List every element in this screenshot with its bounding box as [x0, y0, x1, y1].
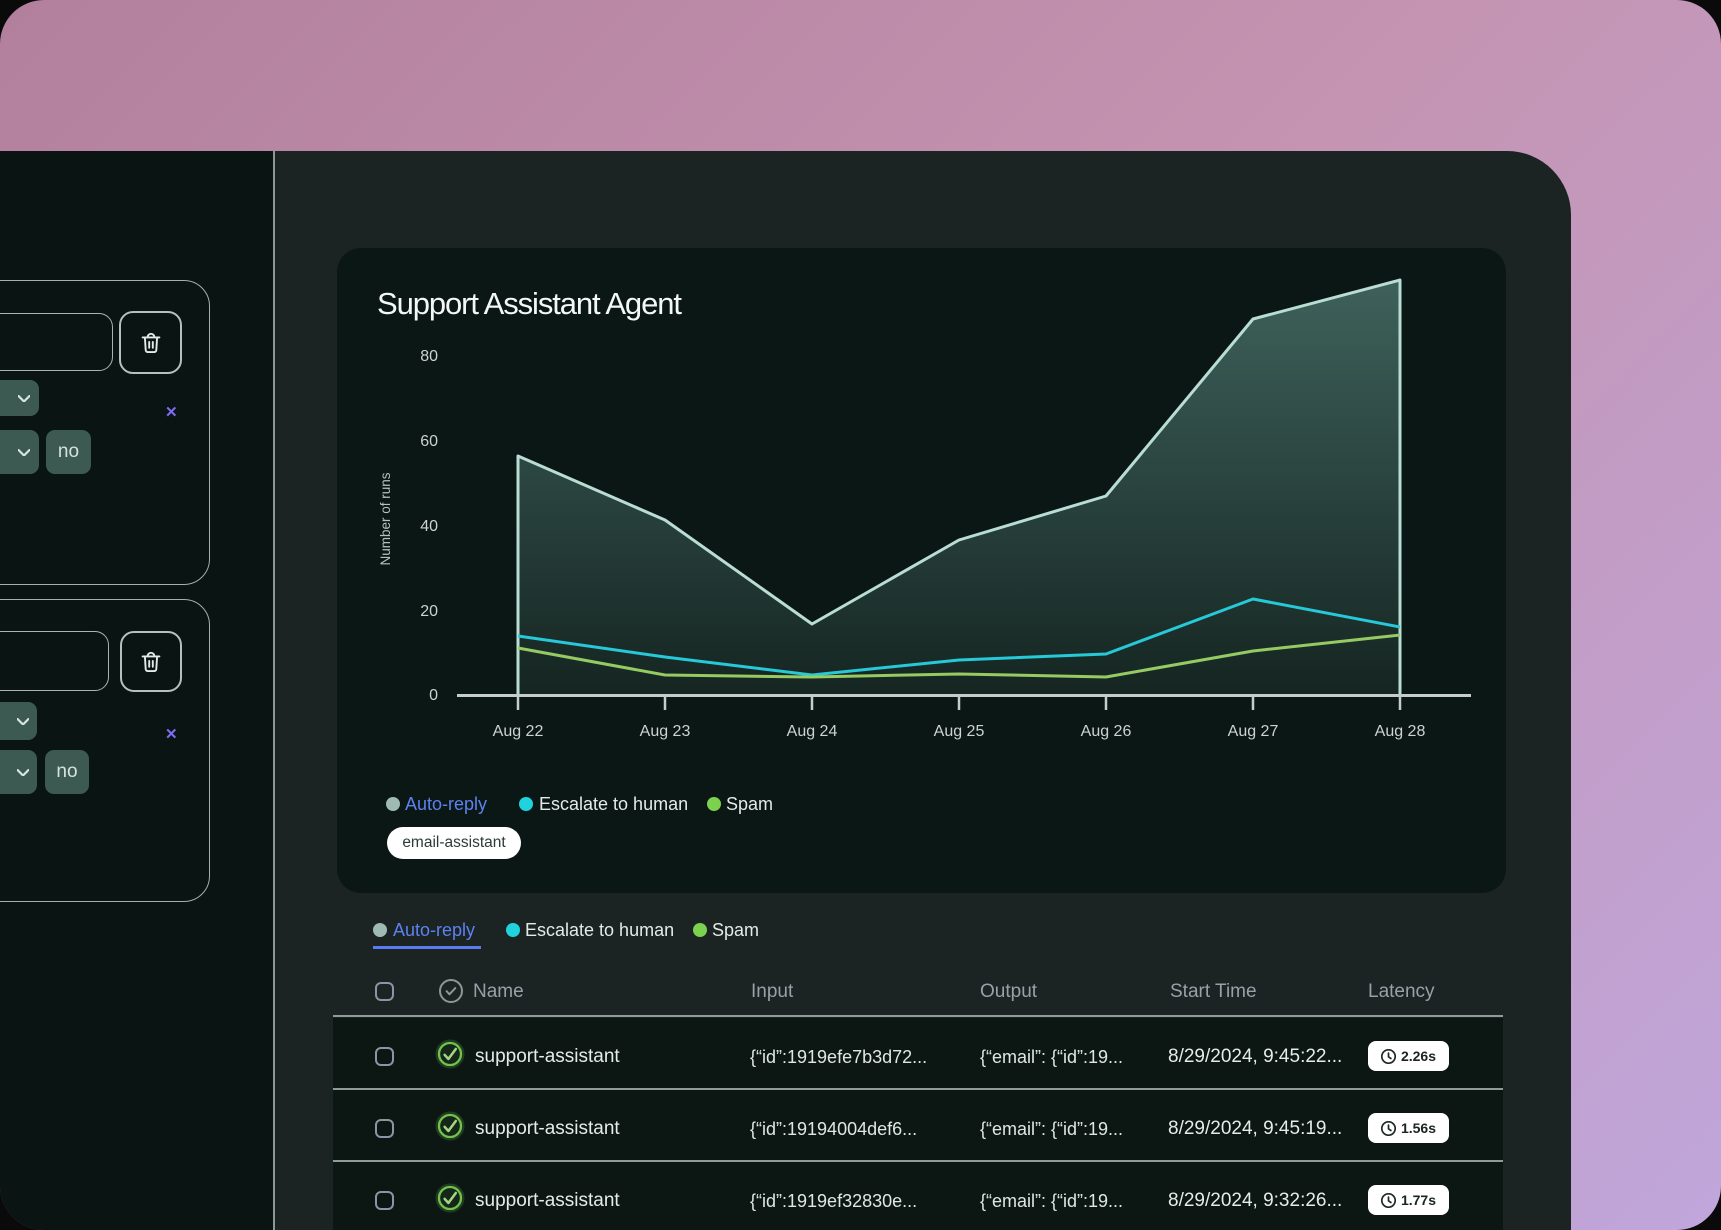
svg-text:Aug 22: Aug 22 — [493, 723, 544, 740]
svg-text:Aug 28: Aug 28 — [1375, 723, 1426, 740]
svg-text:Aug 27: Aug 27 — [1228, 723, 1279, 740]
svg-text:Aug 23: Aug 23 — [640, 723, 691, 740]
svg-text:Aug 25: Aug 25 — [934, 723, 985, 740]
svg-text:Aug 24: Aug 24 — [787, 723, 838, 740]
svg-text:60: 60 — [420, 433, 438, 450]
svg-text:80: 80 — [420, 348, 438, 365]
svg-text:Aug 26: Aug 26 — [1081, 723, 1132, 740]
svg-text:0: 0 — [429, 687, 438, 704]
svg-text:20: 20 — [420, 603, 438, 620]
svg-text:40: 40 — [420, 518, 438, 535]
svg-text:Number of runs: Number of runs — [378, 472, 393, 565]
